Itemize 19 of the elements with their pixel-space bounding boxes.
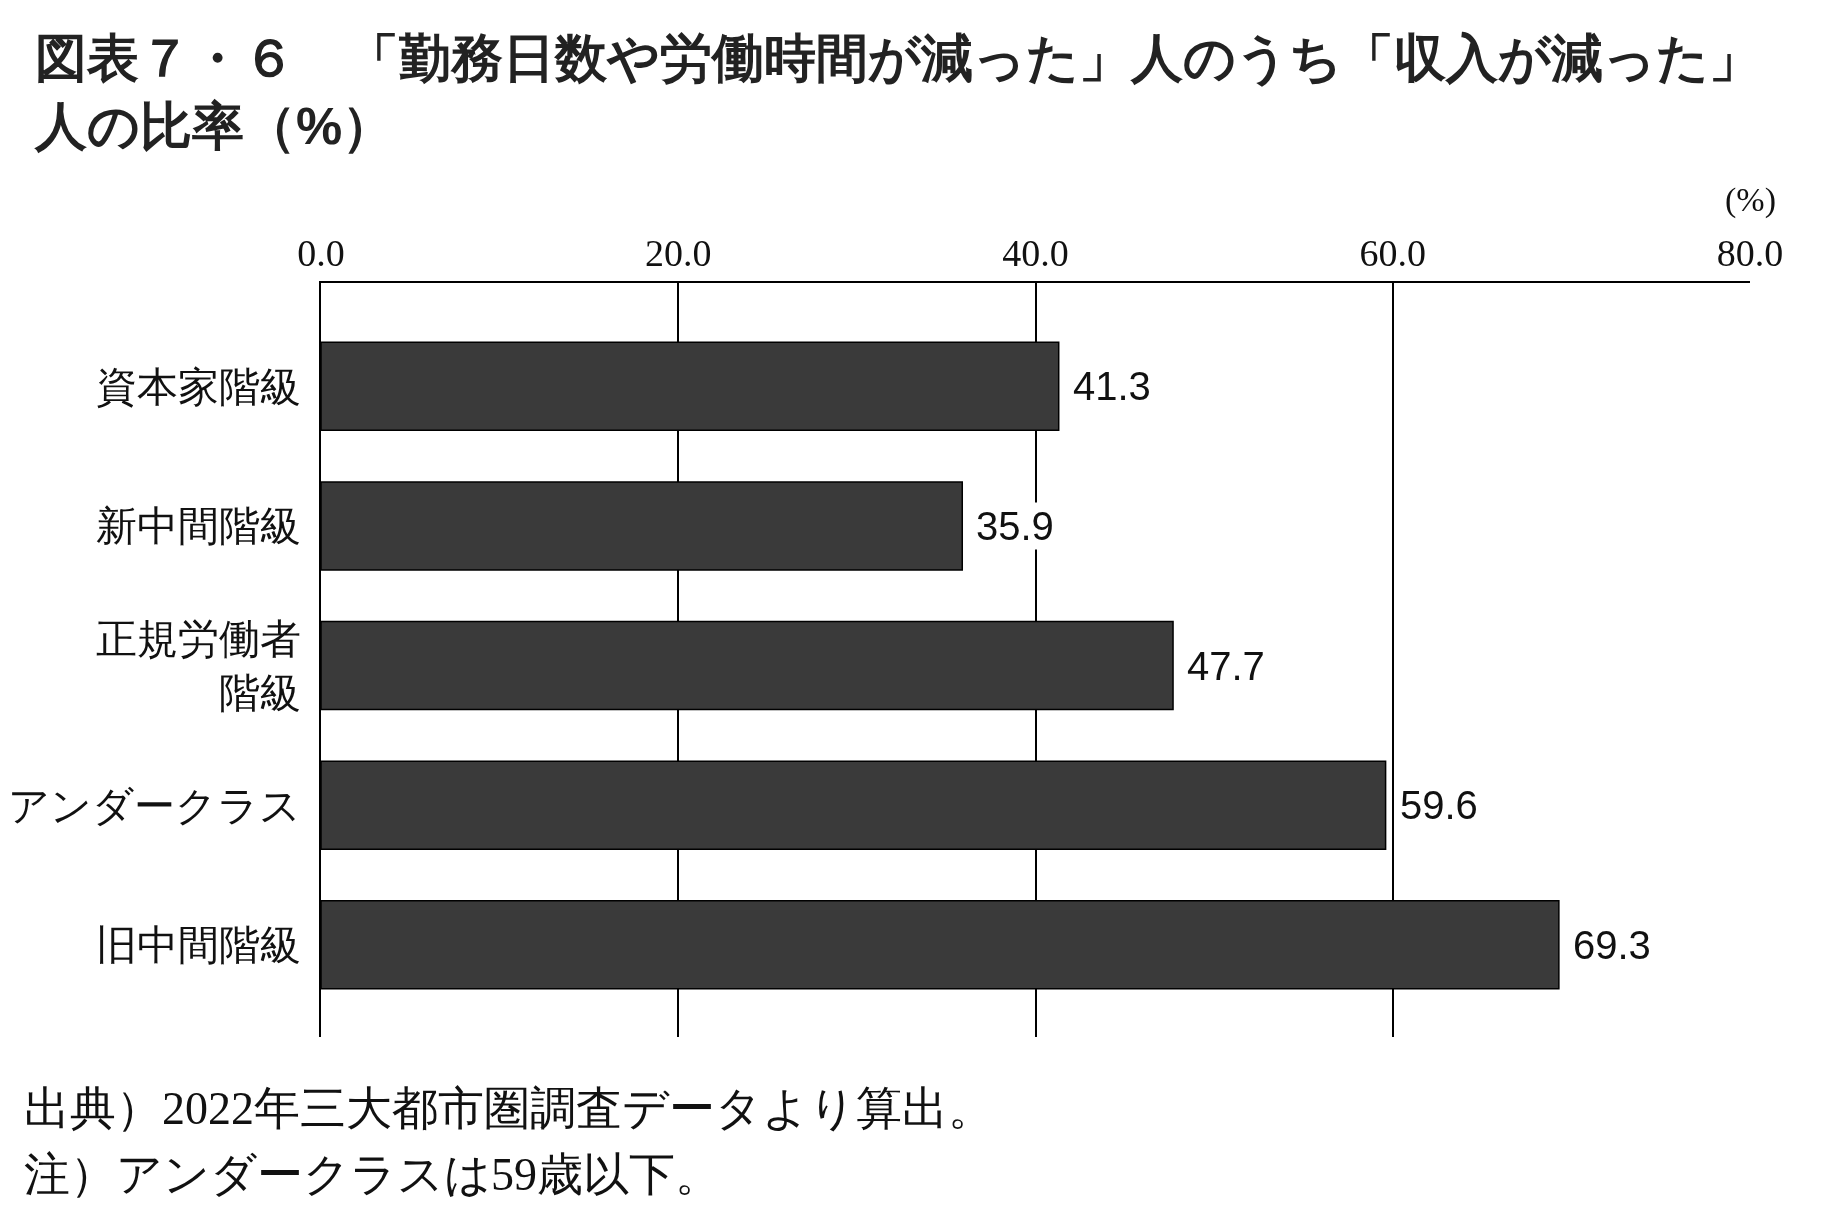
data-label: 47.7 [1187,644,1265,688]
x-tick-label: 80.0 [1716,232,1784,275]
chart-title: 図表７・６ 「勤務日数や労働時間が減った」人のうち「収入が減った」人の比率（%） [34,29,1762,155]
x-tick-label: 60.0 [1359,232,1426,275]
y-tick-label: 旧中間階級 [96,922,302,969]
y-tick-label: 資本家階級 [96,363,302,410]
data-label: 35.9 [976,504,1054,548]
data-label: 41.3 [1073,364,1151,408]
x-tick-label: 0.0 [297,232,345,275]
source-note: 出典）2022年三大都市圏調査データより算出。 [24,1083,994,1134]
y-tick-label: 正規労働者階級 [96,616,302,716]
x-tick-label: 20.0 [645,232,712,275]
data-label: 69.3 [1573,923,1651,967]
x-axis-title: (%) [1725,181,1776,219]
x-tick-label: 40.0 [1002,232,1069,275]
y-tick-label: アンダークラス [8,782,302,829]
y-tick-label: 新中間階級 [96,503,302,550]
text: 注）アンダークラスは59歳以下。 [24,1149,721,1200]
data-label: 59.6 [1400,783,1478,827]
